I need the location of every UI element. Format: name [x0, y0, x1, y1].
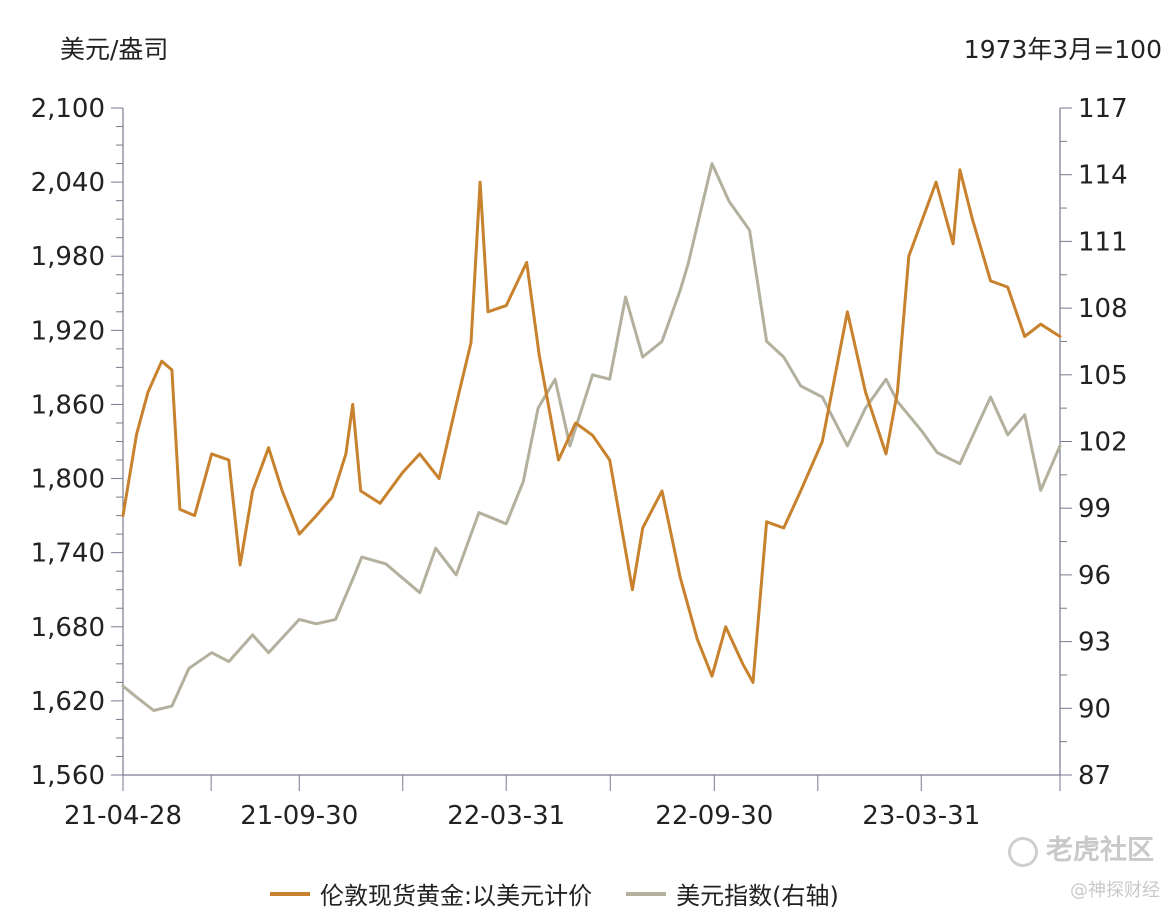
left-tick-label: 1,920 [31, 316, 105, 346]
x-tick-label: 23-03-31 [862, 801, 980, 831]
left-tick-label: 1,980 [31, 242, 105, 272]
chart-legend: 伦敦现货黄金:以美元计价 美元指数(右轴) [270, 876, 873, 911]
right-axis-unit-label: 1973年3月=100 [963, 35, 1162, 64]
x-tick-label: 22-03-31 [447, 801, 565, 831]
legend-label-dxy: 美元指数(右轴) [676, 882, 839, 910]
right-tick-label: 114 [1078, 161, 1128, 191]
legend-item-gold: 伦敦现货黄金:以美元计价 [270, 876, 592, 911]
right-tick-label: 93 [1078, 628, 1111, 658]
right-tick-label: 108 [1078, 294, 1128, 324]
right-tick-label: 99 [1078, 494, 1111, 524]
x-tick-label: 21-09-30 [240, 801, 358, 831]
legend-item-dxy: 美元指数(右轴) [626, 876, 839, 911]
right-tick-label: 105 [1078, 361, 1128, 391]
right-tick-label: 102 [1078, 428, 1128, 458]
watermark-brand: 老虎社区 [1008, 828, 1154, 867]
right-tick-label: 117 [1078, 94, 1128, 124]
left-tick-label: 1,560 [31, 761, 105, 791]
left-tick-label: 2,100 [31, 94, 105, 124]
legend-swatch-dxy [626, 891, 667, 896]
chart-axes: 2,100 2,040 1,980 1,920 1,860 1,800 1,740 1,680… [31, 94, 1128, 831]
watermark-brand-text: 老虎社区 [1046, 835, 1154, 866]
left-tick-label: 1,860 [31, 390, 105, 420]
gold-price-line [121, 168, 1062, 684]
left-tick-label: 2,040 [31, 168, 105, 198]
right-tick-label: 111 [1078, 227, 1128, 257]
dollar-index-line [121, 162, 1062, 712]
watermark-author: @神探财经 [1070, 880, 1160, 901]
x-tick-label: 21-04-28 [64, 801, 182, 831]
x-tick-label: 22-09-30 [655, 801, 773, 831]
left-tick-label: 1,620 [31, 687, 105, 717]
left-tick-label: 1,680 [31, 613, 105, 643]
right-tick-label: 90 [1078, 694, 1111, 724]
legend-swatch-gold [270, 891, 310, 896]
right-tick-label: 96 [1078, 561, 1111, 591]
right-tick-label: 87 [1078, 761, 1111, 791]
left-axis-unit-label: 美元/盎司 [60, 35, 169, 64]
legend-label-gold: 伦敦现货黄金:以美元计价 [320, 882, 593, 910]
tiger-logo-icon [1008, 836, 1038, 867]
left-tick-label: 1,740 [31, 539, 105, 569]
chart-series-lines [121, 162, 1062, 712]
left-tick-label: 1,800 [31, 465, 105, 495]
